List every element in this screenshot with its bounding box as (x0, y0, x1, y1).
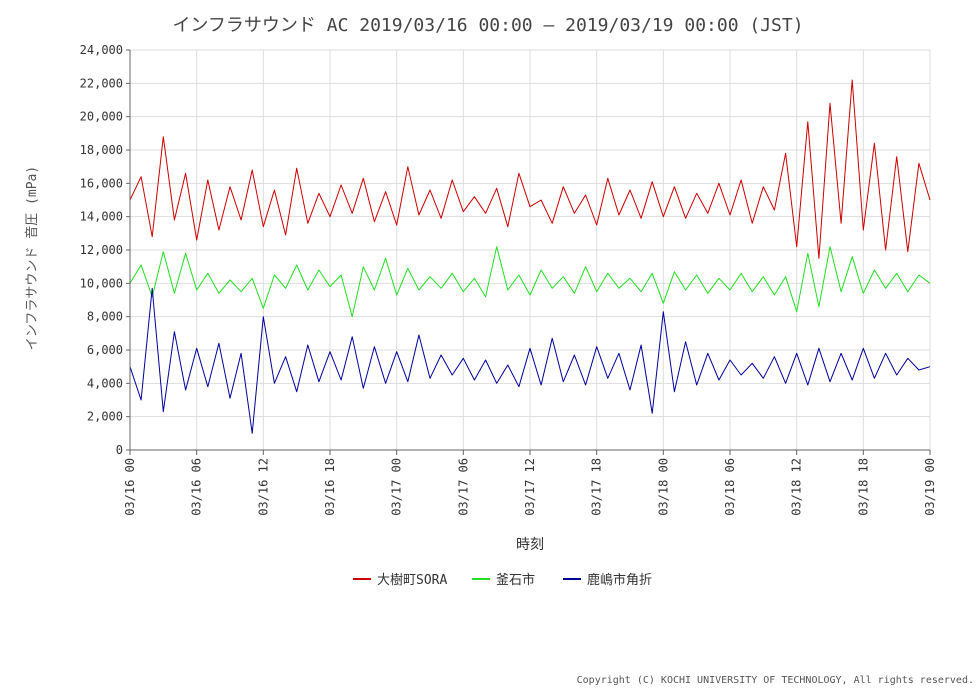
x-tick-label: 03/18 12 (790, 458, 804, 516)
x-tick-label: 03/17 12 (523, 458, 537, 516)
x-tick-label: 03/18 00 (656, 458, 670, 516)
series-line-3 (129, 287, 931, 434)
y-tick-label: 18,000 (80, 143, 123, 157)
y-tick-label: 2,000 (87, 410, 123, 424)
y-tick-label: 8,000 (87, 310, 123, 324)
x-tick-label: 03/16 12 (256, 458, 270, 516)
legend: 大樹町SORA 釜石市 鹿嶋市角折 (353, 572, 652, 588)
series-line-1 (129, 79, 931, 259)
y-tick-label: 16,000 (80, 176, 123, 190)
y-tick-label: 4,000 (87, 376, 123, 390)
x-tick-label: 03/17 00 (390, 458, 404, 516)
y-tick-label: 24,000 (80, 43, 123, 57)
grid (129, 49, 931, 451)
series-lines (129, 79, 931, 434)
x-tick-label: 03/18 18 (856, 458, 870, 516)
legend-label-1: 大樹町SORA (377, 573, 447, 588)
chart-title: インフラサウンド AC 2019/03/16 00:00 – 2019/03/1… (172, 15, 803, 36)
x-tick-label: 03/16 06 (190, 458, 204, 516)
axes (126, 49, 931, 455)
y-tick-label: 12,000 (80, 243, 123, 257)
y-tick-label: 22,000 (80, 76, 123, 90)
y-tick-label: 20,000 (80, 110, 123, 124)
series-line-2 (129, 246, 931, 318)
y-axis-label: インフラサウンド 音圧 (mPa) (24, 166, 40, 350)
x-tick-label: 03/16 00 (123, 458, 137, 516)
y-tick-label: 6,000 (87, 343, 123, 357)
y-tick-label: 14,000 (80, 210, 123, 224)
x-axis-label: 時刻 (516, 537, 544, 553)
y-tick-label: 0 (116, 443, 123, 457)
legend-label-3: 鹿嶋市角折 (587, 572, 652, 588)
x-tick-label: 03/19 00 (923, 458, 937, 516)
x-axis-ticks: 03/16 00 03/16 06 03/16 12 03/16 18 03/17 00… (123, 458, 937, 516)
x-tick-label: 03/18 06 (723, 458, 737, 516)
y-tick-label: 10,000 (80, 276, 123, 290)
x-tick-label: 03/17 06 (456, 458, 470, 516)
y-axis-ticks: 0 2,000 4,000 6,000 8,000 10,000 12,000 14,000 1… (80, 43, 123, 457)
x-tick-label: 03/16 18 (323, 458, 337, 516)
copyright-notice: Copyright (C) KOCHI UNIVERSITY OF TECHNO… (576, 675, 974, 686)
x-tick-label: 03/17 18 (590, 458, 604, 516)
legend-label-2: 釜石市 (496, 572, 535, 588)
